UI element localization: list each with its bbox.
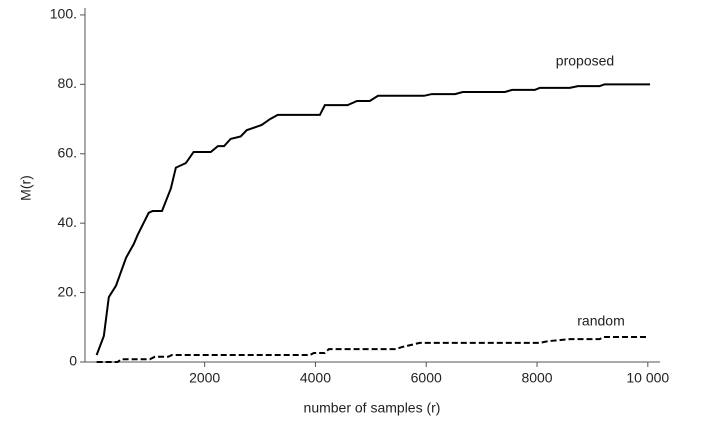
y-axis-label: M(r) xyxy=(18,175,34,201)
series-label: random xyxy=(577,313,624,329)
y-tick-label: 80. xyxy=(58,75,77,91)
x-tick-label: 10 000 xyxy=(626,370,669,386)
y-tick-label: 20. xyxy=(58,283,77,299)
y-tick-label: 60. xyxy=(58,144,77,160)
line-series xyxy=(96,336,648,363)
x-tick-label: 6000 xyxy=(411,370,442,386)
x-axis-label: number of samples (r) xyxy=(304,400,441,416)
x-tick-label: 2000 xyxy=(189,370,220,386)
y-tick-label: 0 xyxy=(69,353,77,369)
y-tick-label: 40. xyxy=(58,214,77,230)
series-label: proposed xyxy=(556,53,614,69)
x-tick-label: 4000 xyxy=(300,370,331,386)
line-series xyxy=(95,83,651,356)
x-tick-label: 8000 xyxy=(521,370,552,386)
y-tick-label: 100. xyxy=(50,6,77,22)
